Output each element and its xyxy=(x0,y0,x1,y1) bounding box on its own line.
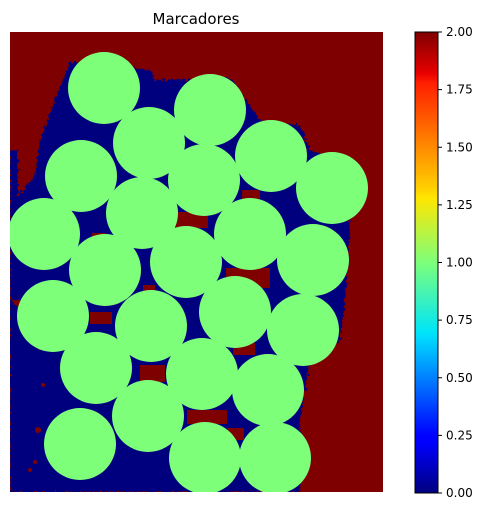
chart-title: Marcadores xyxy=(153,10,240,28)
colorbar-ticks: 0.00 0.25 0.50 0.75 1.00 1.25 1.50 1.75 2.00 xyxy=(438,25,473,500)
colorbar: 0.00 0.25 0.50 0.75 1.00 1.25 1.50 1.75 2.00 xyxy=(414,25,473,500)
colorbar-tick-label: 2.00 xyxy=(446,25,473,39)
colorbar-tick-label: 0.75 xyxy=(446,313,473,327)
colorbar-tick-label: 1.00 xyxy=(446,256,473,270)
colorbar-tick-label: 1.25 xyxy=(446,198,473,212)
class-1-markers xyxy=(10,52,368,492)
colorbar-tick-label: 0.50 xyxy=(446,371,473,385)
colorbar-tick-label: 0.25 xyxy=(446,428,473,442)
colorbar-tick-label: 0.00 xyxy=(446,486,473,500)
heatmap-image xyxy=(10,32,383,492)
colorbar-gradient xyxy=(414,31,439,494)
colorbar-tick-label: 1.75 xyxy=(446,83,473,97)
colorbar-tick-label: 1.50 xyxy=(446,140,473,154)
